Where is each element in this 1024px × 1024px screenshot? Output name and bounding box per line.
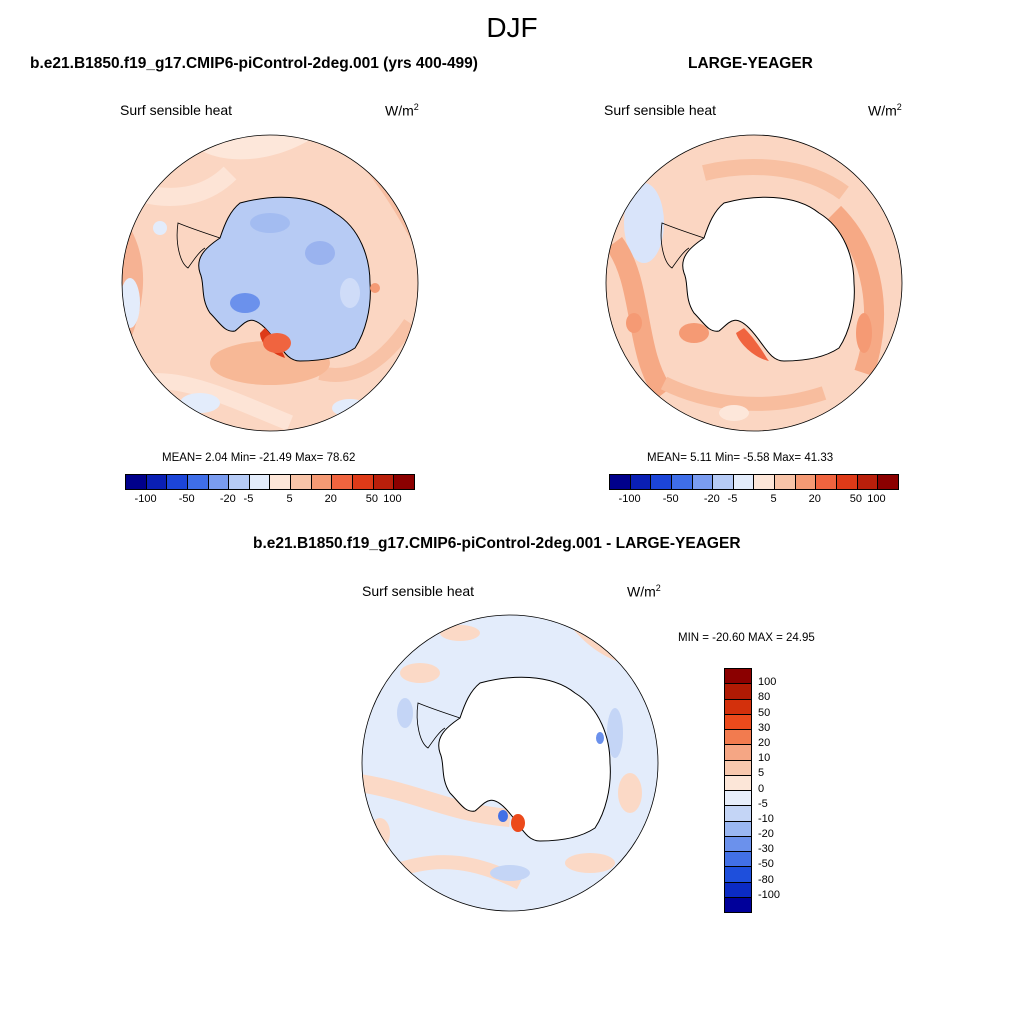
colorbar-swatch: [725, 699, 751, 715]
colorbar-swatch: [713, 475, 734, 489]
colorbar-swatch: [725, 836, 751, 852]
colorbar-swatch: [373, 475, 395, 489]
left-map: [121, 134, 419, 432]
colorbar-tick-label: 20: [758, 736, 771, 749]
colorbar-tick-label: -5: [727, 493, 738, 505]
colorbar-tick-label: -50: [758, 858, 774, 871]
colorbar-swatch: [878, 475, 898, 489]
colorbar-swatch: [837, 475, 858, 489]
colorbar-swatch: [651, 475, 672, 489]
colorbar-swatch: [353, 475, 374, 489]
colorbar-tick-label: 100: [758, 676, 777, 689]
colorbar-tick-label: 50: [365, 493, 378, 505]
colorbar-swatch: [725, 806, 751, 822]
right-variable-label: Surf sensible heat: [604, 102, 717, 118]
colorbar-tick-label: 0: [758, 782, 765, 795]
colorbar-tick-label: 5: [286, 493, 293, 505]
diff-units-label: W/m2: [627, 583, 661, 600]
colorbar-tick-label: -80: [758, 873, 774, 886]
colorbar-tick-label: 50: [758, 706, 771, 719]
colorbar-swatch: [187, 475, 209, 489]
colorbar-swatch: [725, 684, 751, 700]
colorbar-swatch: [754, 475, 776, 489]
colorbar-tick-label: -100: [134, 493, 157, 505]
colorbar-swatch: [725, 821, 751, 837]
colorbar-swatch: [167, 475, 188, 489]
left-variable-label: Surf sensible heat: [120, 102, 233, 118]
colorbar-swatch: [692, 475, 714, 489]
colorbar-tick-label: -5: [243, 493, 254, 505]
colorbar-tick-label: 20: [324, 493, 337, 505]
colorbar-swatch: [725, 730, 751, 746]
colorbar-swatch: [725, 669, 751, 685]
right-case-title: LARGE-YEAGER: [688, 55, 813, 72]
diff-map: [361, 614, 659, 912]
main-title: DJF: [486, 12, 538, 43]
colorbar-tick-label: 5: [770, 493, 777, 505]
colorbar-swatch: [725, 714, 751, 730]
colorbar-tick-label: -20: [758, 828, 774, 841]
colorbar-swatch: [725, 775, 751, 791]
colorbar-swatch: [671, 475, 693, 489]
colorbar-swatch: [249, 475, 271, 489]
colorbar-swatch: [725, 867, 751, 883]
colorbar-swatch: [610, 475, 631, 489]
left-case-title: b.e21.B1850.f19_g17.CMIP6-piControl-2deg…: [30, 55, 478, 72]
colorbar-swatch: [816, 475, 838, 489]
diff-variable-label: Surf sensible heat: [362, 583, 475, 599]
colorbar-tick-label: -20: [219, 493, 236, 505]
colorbar-tick-label: 100: [867, 493, 886, 505]
colorbar-tick-label: 100: [383, 493, 402, 505]
right-map: [605, 134, 903, 432]
colorbar-tick-label: 20: [808, 493, 821, 505]
left-colorbar: [125, 474, 415, 490]
colorbar-tick-label: -50: [662, 493, 679, 505]
diff-case-title: b.e21.B1850.f19_g17.CMIP6-piControl-2deg…: [253, 535, 741, 552]
right-colorbar: [609, 474, 899, 490]
colorbar-tick-label: 80: [758, 691, 771, 704]
colorbar-tick-label: -20: [703, 493, 720, 505]
left-stats: MEAN= 2.04 Min= -21.49 Max= 78.62: [162, 452, 356, 464]
colorbar-tick-label: 5: [758, 767, 765, 780]
colorbar-swatch: [775, 475, 796, 489]
colorbar-tick-label: -30: [758, 843, 774, 856]
colorbar-swatch: [725, 791, 751, 807]
colorbar-tick-label: -100: [618, 493, 641, 505]
colorbar-swatch: [725, 897, 751, 912]
right-stats: MEAN= 5.11 Min= -5.58 Max= 41.33: [647, 452, 834, 464]
colorbar-swatch: [291, 475, 312, 489]
colorbar-swatch: [146, 475, 168, 489]
colorbar-swatch: [229, 475, 250, 489]
colorbar-swatch: [394, 475, 414, 489]
colorbar-swatch: [208, 475, 230, 489]
diff-colorbar: [724, 668, 752, 913]
diff-stats: MIN = -20.60 MAX = 24.95: [678, 632, 815, 644]
colorbar-tick-label: 30: [758, 721, 771, 734]
colorbar-swatch: [725, 760, 751, 776]
colorbar-swatch: [733, 475, 755, 489]
colorbar-swatch: [795, 475, 817, 489]
colorbar-tick-label: -50: [178, 493, 195, 505]
colorbar-tick-label: -100: [758, 888, 781, 901]
colorbar-tick-label: 50: [849, 493, 862, 505]
colorbar-tick-label: -10: [758, 812, 774, 825]
colorbar-swatch: [630, 475, 652, 489]
colorbar-swatch: [725, 745, 751, 761]
colorbar-tick-label: 10: [758, 752, 771, 765]
colorbar-swatch: [270, 475, 292, 489]
left-units-label: W/m2: [385, 102, 419, 119]
right-units-label: W/m2: [868, 102, 902, 119]
colorbar-swatch: [725, 882, 751, 898]
colorbar-tick-label: -5: [758, 797, 768, 810]
colorbar-swatch: [311, 475, 333, 489]
colorbar-swatch: [857, 475, 879, 489]
colorbar-swatch: [725, 852, 751, 868]
colorbar-swatch: [332, 475, 354, 489]
colorbar-swatch: [126, 475, 147, 489]
